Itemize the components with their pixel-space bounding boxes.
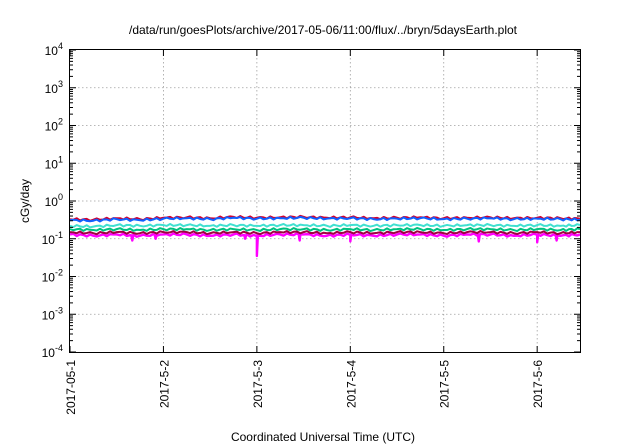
x-tick-labels: 2017-05-1 2017-5-2 2017-5-3 2017-5-4 2017-5-… [64, 360, 545, 415]
y-tick-labels: 10-4 10-3 10-2 10-1 100 101 102 103 104 [42, 41, 63, 360]
y-tick-label: 103 [45, 79, 63, 96]
y-tick-label: 101 [45, 154, 63, 171]
grid [70, 50, 580, 352]
y-tick-label: 10-2 [42, 268, 63, 285]
series-line-1 [69, 232, 581, 258]
series-line-6 [69, 215, 581, 223]
y-axis-label: cGy/day [18, 179, 32, 223]
x-tick-label: 2017-05-1 [64, 360, 78, 415]
y-tick-label: 104 [45, 41, 63, 58]
series-line-2 [69, 230, 581, 236]
plot-frame [69, 49, 581, 353]
y-tick-label: 10-1 [42, 230, 63, 247]
x-tick-label: 2017-5-4 [344, 360, 358, 408]
x-tick-label: 2017-5-2 [157, 360, 171, 408]
chart-title: /data/run/goesPlots/archive/2017-05-06/1… [129, 23, 518, 37]
y-tick-label: 102 [45, 117, 63, 134]
series-line-3 [69, 227, 581, 233]
x-tick-label: 2017-5-5 [438, 360, 452, 408]
y-tick-label: 10-4 [42, 343, 63, 360]
x-tick-label: 2017-5-6 [531, 360, 545, 408]
series-line-4 [69, 222, 581, 229]
series-group [69, 214, 581, 258]
y-tick-label: 10-3 [42, 305, 63, 322]
x-tick-label: 2017-5-3 [251, 360, 265, 408]
x-axis-label: Coordinated Universal Time (UTC) [231, 430, 415, 444]
axis-ticks [69, 49, 580, 353]
y-tick-label: 100 [45, 192, 63, 209]
